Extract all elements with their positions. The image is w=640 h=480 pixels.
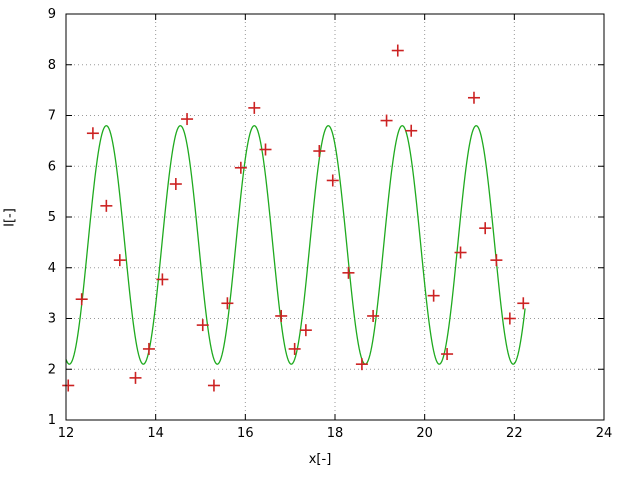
x-tick-label: 14 bbox=[147, 426, 164, 441]
y-tick-label: 8 bbox=[48, 58, 56, 73]
y-axis-title: I[-] bbox=[2, 208, 18, 227]
x-tick-label: 22 bbox=[506, 426, 523, 441]
y-tick-label: 9 bbox=[48, 7, 56, 22]
y-tick-label: 7 bbox=[48, 109, 56, 124]
y-tick-label: 1 bbox=[48, 413, 56, 428]
y-tick-label: 6 bbox=[48, 159, 56, 174]
x-tick-label: 12 bbox=[58, 426, 75, 441]
x-tick-label: 18 bbox=[327, 426, 344, 441]
y-tick-label: 2 bbox=[48, 362, 56, 377]
fit-curve bbox=[65, 124, 526, 365]
x-tick-label: 24 bbox=[596, 426, 613, 441]
y-tick-label: 4 bbox=[48, 261, 56, 276]
x-tick-label: 16 bbox=[237, 426, 254, 441]
x-axis-title: x[-] bbox=[308, 452, 332, 467]
y-tick-label: 5 bbox=[48, 210, 56, 225]
y-tick-label: 3 bbox=[48, 312, 56, 327]
x-tick-label: 20 bbox=[416, 426, 433, 441]
